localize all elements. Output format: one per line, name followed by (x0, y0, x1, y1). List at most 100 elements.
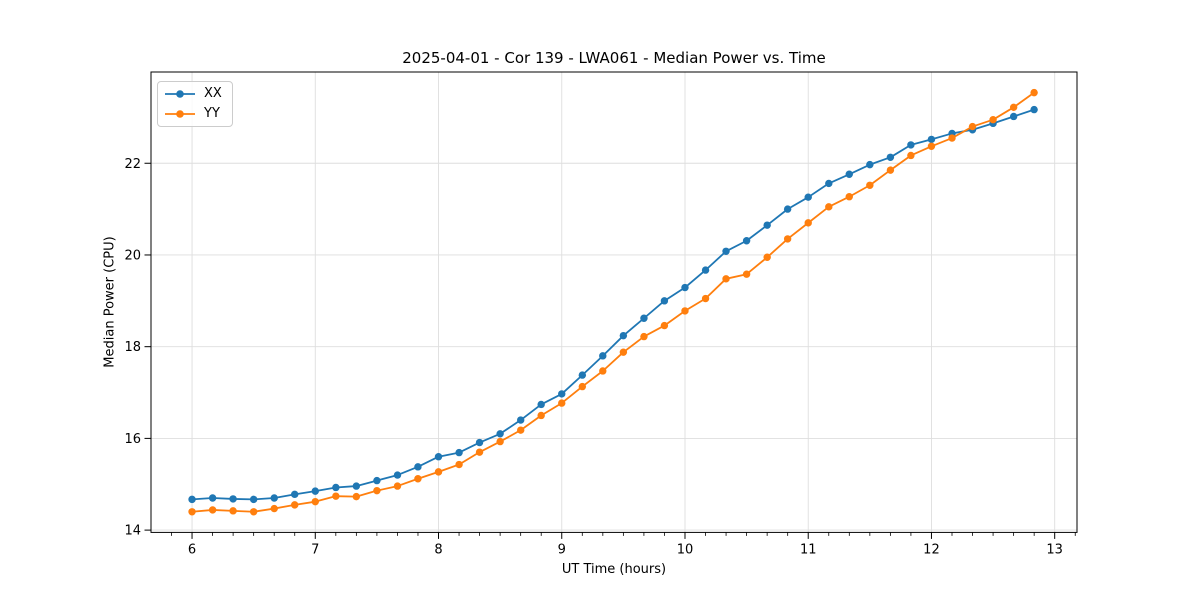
series-yy-point (722, 275, 730, 283)
series-xx-point (537, 400, 545, 409)
x-axis-label: UT Time (hours) (561, 562, 667, 577)
series-yy-point (948, 134, 956, 142)
series-xx-point (886, 153, 895, 161)
series-yy-point (558, 399, 566, 407)
series-yy-point (496, 437, 504, 446)
series-xx-point (290, 490, 299, 499)
series-yy-point (989, 115, 997, 124)
series-xx-point (1009, 112, 1018, 121)
series-xx-point (434, 453, 443, 461)
y-tick-label: 18 (124, 340, 141, 355)
series-xx-point (907, 141, 915, 149)
series-xx-point (393, 471, 402, 479)
series-xx-point (619, 331, 628, 340)
x-tick-label: 12 (923, 542, 940, 557)
x-tick-label: 13 (1046, 542, 1063, 557)
series-xx-point (763, 221, 771, 229)
series-xx-point (475, 438, 484, 447)
series-xx-point (414, 463, 422, 471)
x-tick-label: 11 (800, 542, 817, 557)
series-yy-point (393, 482, 402, 490)
series-xx-point (208, 494, 217, 502)
series-yy-point (311, 497, 319, 506)
series-yy-point (825, 203, 833, 211)
series-xx-point (845, 170, 853, 178)
series-yy-point (927, 142, 936, 150)
series-xx-point (783, 205, 792, 213)
series-yy-point (968, 122, 977, 131)
series-xx-point (455, 448, 463, 457)
series-xx-point (249, 495, 258, 504)
series-xx-point (599, 352, 607, 360)
axes-border (150, 71, 1078, 533)
legend-item-yy: YY (164, 106, 222, 122)
series-yy-point (332, 492, 340, 500)
series-xx-point (517, 416, 525, 424)
x-tick-label: 7 (311, 542, 319, 557)
series-xx-point (681, 283, 689, 292)
y-tick-label: 16 (124, 432, 141, 447)
legend-line-marker-yy-icon (165, 110, 195, 118)
series-yy-point (763, 253, 771, 261)
chart-title: 2025-04-01 - Cor 139 - LWA061 - Median P… (402, 49, 826, 67)
series-xx-point (311, 487, 319, 495)
x-tick-label: 9 (558, 542, 566, 557)
legend-item-xx: XX (164, 86, 222, 102)
series-yy-point (270, 504, 278, 513)
series-yy-point (681, 307, 689, 315)
series-yy-point (866, 181, 874, 189)
series-yy-point (907, 151, 915, 160)
series-xx-point (640, 314, 648, 322)
series-yy-point (455, 460, 463, 469)
y-tick-label: 14 (124, 524, 141, 539)
series-xx-point (722, 247, 730, 255)
series-xx-line (191, 108, 1035, 501)
series-yy-point (804, 219, 812, 227)
series-xx-point (188, 495, 196, 504)
series-xx-point (352, 482, 361, 490)
y-axis-label: Median Power (CPU) (102, 236, 118, 368)
legend-line-marker-xx-icon (165, 90, 195, 98)
series-xx-point (742, 237, 751, 245)
series-xx-point (866, 160, 874, 169)
series-yy-point (886, 166, 895, 174)
series-yy-point (249, 508, 258, 516)
series-xx-point (1030, 105, 1038, 114)
series-xx-point (825, 179, 833, 188)
series-yy-point (229, 507, 237, 515)
series-yy-point (742, 270, 751, 278)
series-yy-point (475, 448, 484, 456)
series-yy-point (640, 332, 648, 341)
series-yy-point (578, 382, 587, 391)
x-tick-label: 8 (434, 542, 442, 557)
series-yy-point (290, 501, 299, 509)
series-yy-point (537, 411, 545, 420)
series-xx-point (332, 483, 340, 492)
series-xx-point (701, 266, 710, 274)
series-yy-point (434, 468, 443, 476)
series-yy-point (783, 235, 792, 243)
series-xx-point (927, 135, 936, 144)
series-yy-point (352, 492, 361, 501)
series-yy-point (660, 321, 669, 330)
series-xx-point (578, 371, 587, 379)
series-yy-point (188, 508, 196, 516)
legend: XX YY (157, 81, 233, 127)
legend-label-xx: XX (204, 86, 222, 101)
series-yy-point (599, 367, 607, 375)
x-tick-label: 10 (677, 542, 694, 557)
y-tick-label: 22 (124, 157, 141, 172)
series-xx-point (373, 476, 381, 485)
series-yy-point (701, 294, 710, 303)
series-xx-point (496, 430, 504, 438)
series-yy-point (619, 348, 628, 356)
series-xx-point (558, 390, 566, 398)
x-tick-label: 6 (188, 542, 196, 557)
series-yy-point (208, 506, 217, 514)
series-yy-point (414, 475, 422, 483)
series-xx-point (804, 193, 812, 201)
series-xx-point (660, 297, 669, 305)
series-yy-point (1009, 103, 1018, 112)
